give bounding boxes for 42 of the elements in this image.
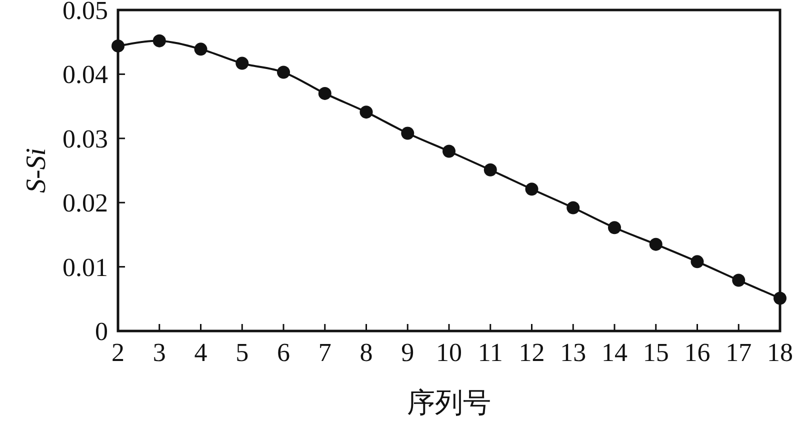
y-tick-label: 0.02: [62, 188, 108, 218]
y-tick-label: 0.05: [62, 0, 108, 25]
point: [690, 255, 704, 268]
point: [566, 201, 580, 214]
x-tick-label: 16: [684, 338, 710, 367]
y-tick-label: 0.01: [62, 252, 108, 282]
y-tick-label: 0: [95, 317, 108, 346]
point: [112, 39, 124, 52]
x-tick-label: 14: [602, 338, 628, 367]
x-tick-label: 2: [112, 338, 124, 367]
point: [360, 106, 373, 119]
x-tick-label: 9: [401, 338, 414, 367]
point: [525, 182, 538, 196]
point: [277, 66, 290, 79]
y-tick-label: 0.04: [62, 60, 108, 90]
x-tick-label: 8: [360, 338, 373, 367]
point: [484, 163, 497, 176]
x-tick-label: 18: [767, 338, 793, 367]
point: [649, 238, 662, 251]
point: [236, 56, 249, 70]
point: [318, 86, 332, 100]
x-axis-title: 序列号: [407, 388, 491, 419]
point: [732, 274, 746, 287]
x-tick-label: 5: [236, 338, 249, 367]
x-tick-label: 10: [436, 338, 462, 367]
point: [152, 34, 166, 48]
y-axis-title: S-Si: [21, 148, 52, 194]
point: [401, 126, 414, 140]
x-tick-label: 13: [560, 338, 586, 367]
point: [608, 221, 621, 234]
x-tick-label: 12: [518, 338, 545, 367]
point: [774, 292, 786, 305]
x-tick-label: 6: [277, 338, 290, 367]
point: [194, 42, 208, 56]
x-tick-label: 15: [642, 338, 669, 367]
point: [442, 144, 456, 158]
x-tick-label: 7: [318, 338, 332, 367]
x-tick-label: 4: [194, 338, 208, 367]
x-tick-label: 17: [726, 338, 752, 367]
x-tick-label: 11: [478, 338, 503, 367]
x-tick-label: 3: [152, 338, 166, 367]
y-tick-label: 0.03: [62, 124, 108, 154]
